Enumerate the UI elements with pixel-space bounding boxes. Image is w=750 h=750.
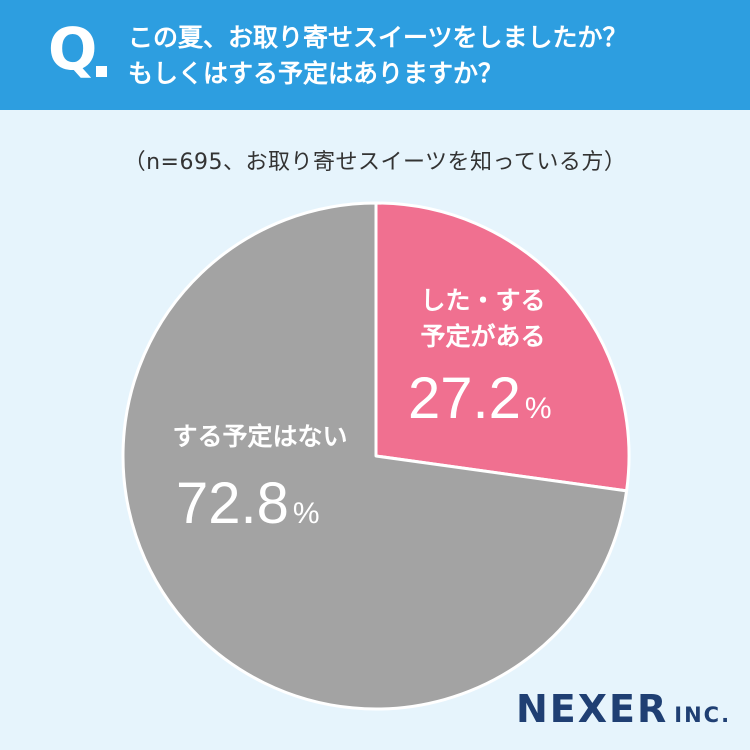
pie-slice-yes [374, 201, 631, 493]
q-dot-decoration [96, 66, 107, 77]
nexer-logo: NEXER INC. [516, 690, 731, 728]
logo-main: NEXER [516, 687, 669, 731]
slice-value-no: 72.8% [176, 471, 320, 536]
pie-slice-no [121, 201, 629, 711]
sample-note: （n=695、お取り寄せスイーツを知っている方） [123, 150, 627, 175]
question-line-2: もしくはする予定はありますか？ [128, 59, 504, 88]
slice-label-yes-line-1: した・する [420, 286, 545, 315]
slice-label-no: する予定はない [172, 422, 347, 451]
logo-suffix: INC. [674, 703, 732, 727]
slice-value-no-unit: % [293, 497, 320, 530]
question-text: この夏、お取り寄せスイーツをしましたか？ もしくはする予定はありますか？ [128, 20, 628, 92]
slice-value-yes-number: 27.2 [408, 366, 521, 431]
q-mark: Q [48, 15, 98, 83]
question-banner: Q この夏、お取り寄せスイーツをしましたか？ もしくはする予定はありますか？ [0, 0, 750, 110]
question-line-1: この夏、お取り寄せスイーツをしましたか？ [128, 23, 628, 52]
slice-value-yes-unit: % [525, 392, 552, 425]
slice-label-yes-line-2: 予定がある [420, 322, 545, 351]
slice-value-no-number: 72.8 [176, 471, 289, 536]
slice-value-yes: 27.2% [408, 366, 552, 431]
